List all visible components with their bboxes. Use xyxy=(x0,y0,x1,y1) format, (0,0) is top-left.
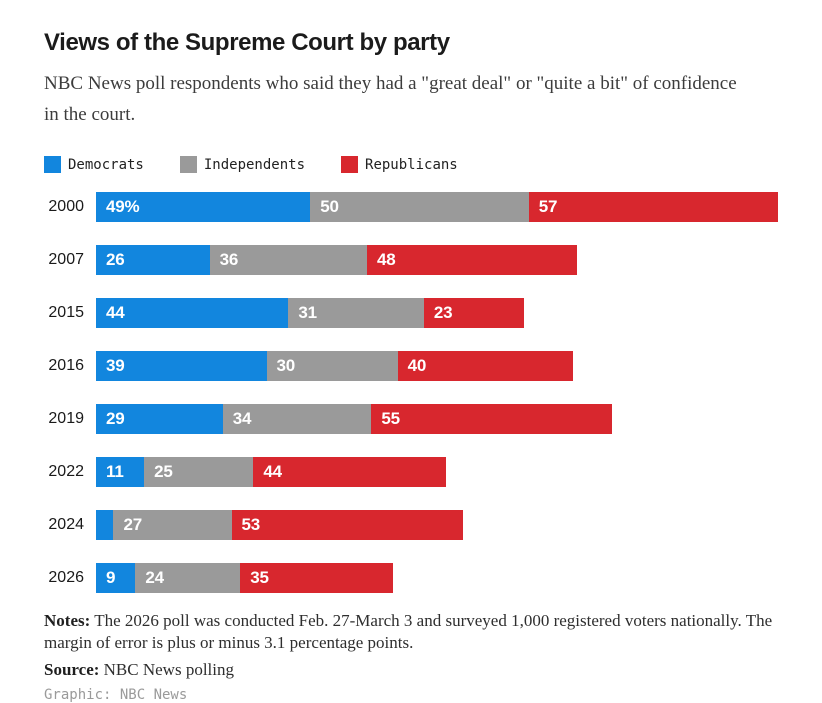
republicans-bar-segment: 23 xyxy=(423,298,525,328)
chart-row-2016: 2016 39 30 40 xyxy=(44,351,778,381)
legend-item-independents: Independents xyxy=(179,156,306,173)
legend-label: Independents xyxy=(203,156,306,173)
bar-value-label: 35 xyxy=(250,568,269,587)
legend-swatch-icon xyxy=(179,156,197,173)
bar-track: 39 30 40 xyxy=(96,351,778,381)
bar-value-label: 26 xyxy=(106,250,125,269)
republicans-bar-segment: 55 xyxy=(371,404,612,434)
chart-rows: 2000 49% 50 57 2007 26 36 48 2015 44 31 23 2016 39 30 4… xyxy=(44,192,778,593)
independents-bar-segment: 50 xyxy=(310,192,529,222)
bar-value-label: 50 xyxy=(320,197,339,216)
bar-value-label: 44 xyxy=(106,303,125,322)
bar-value-label: 24 xyxy=(145,568,164,587)
independents-bar-segment: 25 xyxy=(144,457,254,487)
democrats-bar-segment: 39 xyxy=(96,351,267,381)
republicans-bar-segment: 44 xyxy=(253,457,446,487)
bar-value-label: 44 xyxy=(263,462,282,481)
democrats-bar-segment xyxy=(96,510,114,540)
bar-value-label: 29 xyxy=(106,409,125,428)
year-label: 2007 xyxy=(48,251,84,268)
bar-value-label: 39 xyxy=(106,356,125,375)
chart-row-2000: 2000 49% 50 57 xyxy=(44,192,778,222)
legend: Democrats Independents Republicans xyxy=(44,156,778,173)
independents-bar-segment: 24 xyxy=(135,563,241,593)
bar-value-label: 23 xyxy=(433,303,453,322)
bar-value-label: 36 xyxy=(219,250,239,269)
democrats-bar-segment: 44 xyxy=(96,298,289,328)
independents-bar-segment: 30 xyxy=(266,351,398,381)
year-label: 2015 xyxy=(48,304,84,321)
republicans-bar-segment: 53 xyxy=(231,510,464,540)
bar-value-label: 40 xyxy=(407,356,427,375)
bar-track: 44 31 23 xyxy=(96,298,778,328)
notes-label: Notes: xyxy=(44,611,91,630)
independents-bar-segment: 34 xyxy=(222,404,372,434)
republicans-bar-segment: 40 xyxy=(397,351,573,381)
republicans-bar-segment: 35 xyxy=(240,563,394,593)
source: Source: NBC News polling xyxy=(44,659,778,681)
year-label: 2016 xyxy=(48,357,84,374)
source-text: NBC News polling xyxy=(103,660,234,679)
year-label: 2026 xyxy=(48,569,84,586)
legend-item-democrats: Democrats xyxy=(44,156,144,173)
bar-value-label: 49% xyxy=(106,197,140,216)
republicans-bar-segment: 57 xyxy=(528,192,778,222)
year-label: 2024 xyxy=(48,516,84,533)
legend-label: Republicans xyxy=(365,156,458,173)
independents-bar-segment: 27 xyxy=(113,510,232,540)
chart-row-2019: 2019 29 34 55 xyxy=(44,404,778,434)
chart-row-2007: 2007 26 36 48 xyxy=(44,245,778,275)
bar-value-label: 11 xyxy=(106,462,124,481)
legend-swatch-icon xyxy=(44,156,61,173)
independents-bar-segment: 36 xyxy=(209,245,368,275)
year-label: 2022 xyxy=(48,463,84,480)
notes: Notes: The 2026 poll was conducted Feb. … xyxy=(44,610,778,654)
bar-value-label: 34 xyxy=(232,409,252,428)
chart-row-2024: 2024 27 53 xyxy=(44,510,778,540)
bar-value-label: 55 xyxy=(381,409,400,428)
democrats-bar-segment: 29 xyxy=(96,404,223,434)
bar-track: 49% 50 57 xyxy=(96,192,778,222)
bar-value-label: 25 xyxy=(154,462,173,481)
legend-label: Democrats xyxy=(68,156,144,173)
democrats-bar-segment: 26 xyxy=(96,245,210,275)
bar-value-label: 57 xyxy=(538,197,558,216)
democrats-bar-segment: 49% xyxy=(96,192,311,222)
notes-text: The 2026 poll was conducted Feb. 27-Marc… xyxy=(44,611,773,652)
bar-value-label: 9 xyxy=(106,568,116,587)
democrats-bar-segment: 11 xyxy=(96,457,145,487)
bar-track: 11 25 44 xyxy=(96,457,778,487)
bar-track: 27 53 xyxy=(96,510,778,540)
source-label: Source: xyxy=(44,660,100,679)
bar-track: 26 36 48 xyxy=(96,245,778,275)
bar-value-label: 30 xyxy=(276,356,296,375)
graphic-credit: Graphic: NBC News xyxy=(44,687,188,703)
chart-title: Views of the Supreme Court by party xyxy=(44,29,450,56)
bar-track: 29 34 55 xyxy=(96,404,778,434)
bar-value-label: 48 xyxy=(377,250,396,269)
bar-value-label: 27 xyxy=(123,515,142,534)
bar-value-label: 31 xyxy=(298,303,317,322)
chart-row-2015: 2015 44 31 23 xyxy=(44,298,778,328)
bar-value-label: 53 xyxy=(241,515,261,534)
year-label: 2000 xyxy=(48,198,84,215)
year-label: 2019 xyxy=(48,410,84,427)
independents-bar-segment: 31 xyxy=(288,298,424,328)
democrats-bar-segment: 9 xyxy=(96,563,136,593)
bar-track: 9 24 35 xyxy=(96,563,778,593)
chart-subtitle: NBC News poll respondents who said they … xyxy=(44,73,737,125)
legend-item-republicans: Republicans xyxy=(341,156,458,173)
chart-row-2022: 2022 11 25 44 xyxy=(44,457,778,487)
legend-swatch-icon xyxy=(341,156,359,173)
republicans-bar-segment: 48 xyxy=(367,245,577,275)
chart-row-2026: 2026 9 24 35 xyxy=(44,563,778,593)
